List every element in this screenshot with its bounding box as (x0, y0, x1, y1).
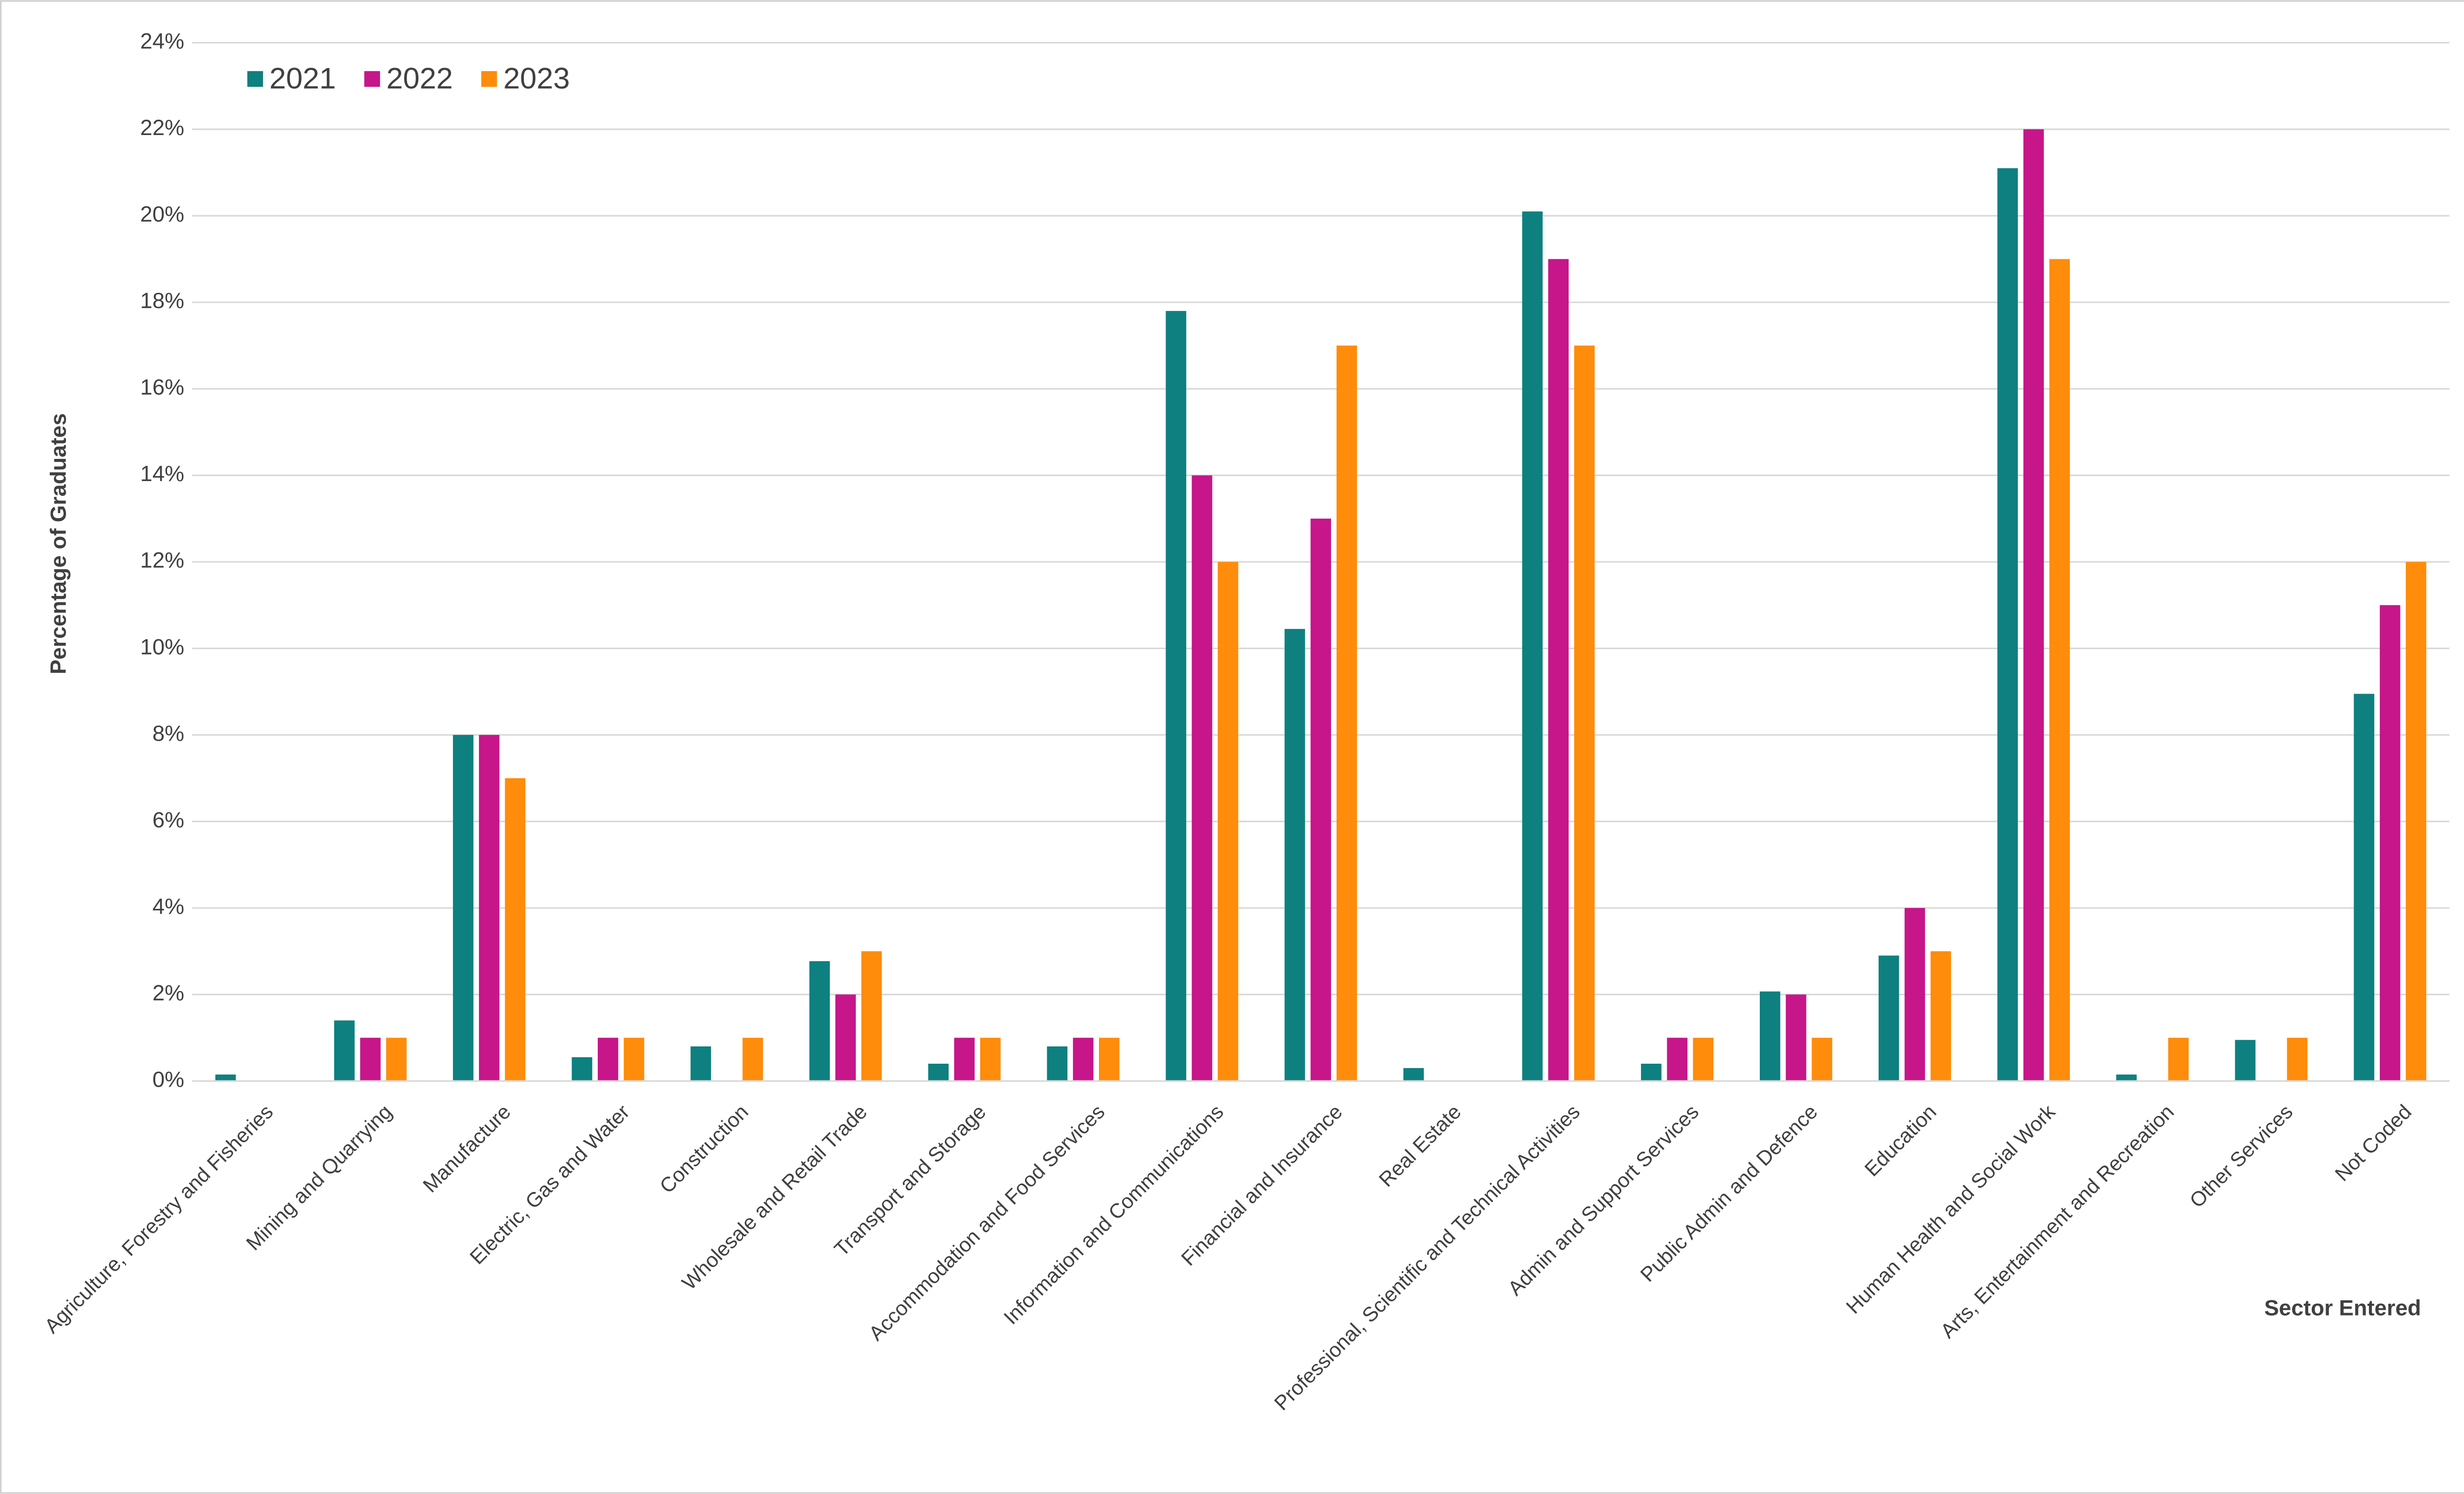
bar (928, 1064, 949, 1081)
y-tick-label: 0% (152, 1067, 184, 1092)
legend-label: 2021 (270, 61, 336, 95)
bar (2049, 259, 2070, 1081)
bar (1047, 1046, 1068, 1081)
bar (572, 1057, 592, 1081)
y-tick-label: 22% (140, 115, 184, 140)
legend-swatch (247, 71, 263, 87)
bar (386, 1038, 407, 1081)
bar (623, 1038, 645, 1081)
bar (980, 1038, 1001, 1081)
bar (1904, 908, 1925, 1081)
bar (742, 1038, 763, 1081)
legend-swatch (364, 71, 380, 87)
bar (453, 734, 474, 1081)
y-tick-label: 8% (152, 721, 184, 746)
bar (479, 734, 500, 1081)
bar (1693, 1038, 1713, 1081)
bar (954, 1038, 975, 1081)
bar (690, 1046, 711, 1081)
bar (1997, 168, 2018, 1081)
bar (1879, 955, 1899, 1081)
bar (1574, 346, 1595, 1081)
x-axis-title: Sector Entered (2264, 1295, 2421, 1320)
bar (1073, 1038, 1094, 1081)
bar (1310, 519, 1331, 1081)
legend-swatch (481, 71, 497, 87)
bar (1759, 991, 1780, 1081)
bar (1403, 1068, 1424, 1081)
legend-label: 2023 (503, 61, 570, 95)
bar (809, 961, 830, 1081)
bar (2405, 561, 2427, 1081)
y-tick-label: 10% (140, 634, 184, 659)
y-tick-label: 20% (140, 202, 184, 227)
bar (2235, 1040, 2256, 1081)
bar (835, 994, 856, 1081)
bar (2287, 1038, 2308, 1081)
bar (861, 951, 882, 1081)
bar (1785, 994, 1807, 1081)
y-tick-label: 4% (152, 894, 184, 919)
y-tick-label: 24% (140, 29, 184, 54)
bar (1522, 211, 1543, 1081)
legend-label: 2022 (386, 61, 453, 95)
y-tick-label: 6% (152, 807, 184, 832)
bar (215, 1074, 236, 1081)
bar (597, 1038, 618, 1081)
bar (1165, 311, 1187, 1081)
bar (1218, 561, 1238, 1081)
bar (2354, 694, 2374, 1081)
y-tick-label: 2% (152, 980, 184, 1005)
bar (1930, 951, 1951, 1081)
bar (2380, 605, 2400, 1081)
bar (2116, 1074, 2137, 1081)
bar (1641, 1064, 1662, 1081)
bar (1284, 628, 1305, 1081)
bar (2023, 129, 2044, 1081)
bar (360, 1038, 381, 1081)
bar (1336, 346, 1357, 1081)
bar (334, 1020, 355, 1081)
bar (1192, 475, 1212, 1081)
y-tick-label: 16% (140, 375, 184, 400)
bar (1667, 1038, 1688, 1081)
bar (1548, 259, 1569, 1081)
bar (505, 778, 526, 1081)
y-tick-label: 18% (140, 288, 184, 313)
bar (1812, 1038, 1833, 1081)
bar (1099, 1038, 1120, 1081)
y-tick-label: 12% (140, 548, 184, 573)
y-tick-label: 14% (140, 461, 184, 486)
y-axis-title: Percentage of Graduates (46, 413, 70, 674)
bar (2168, 1038, 2189, 1081)
